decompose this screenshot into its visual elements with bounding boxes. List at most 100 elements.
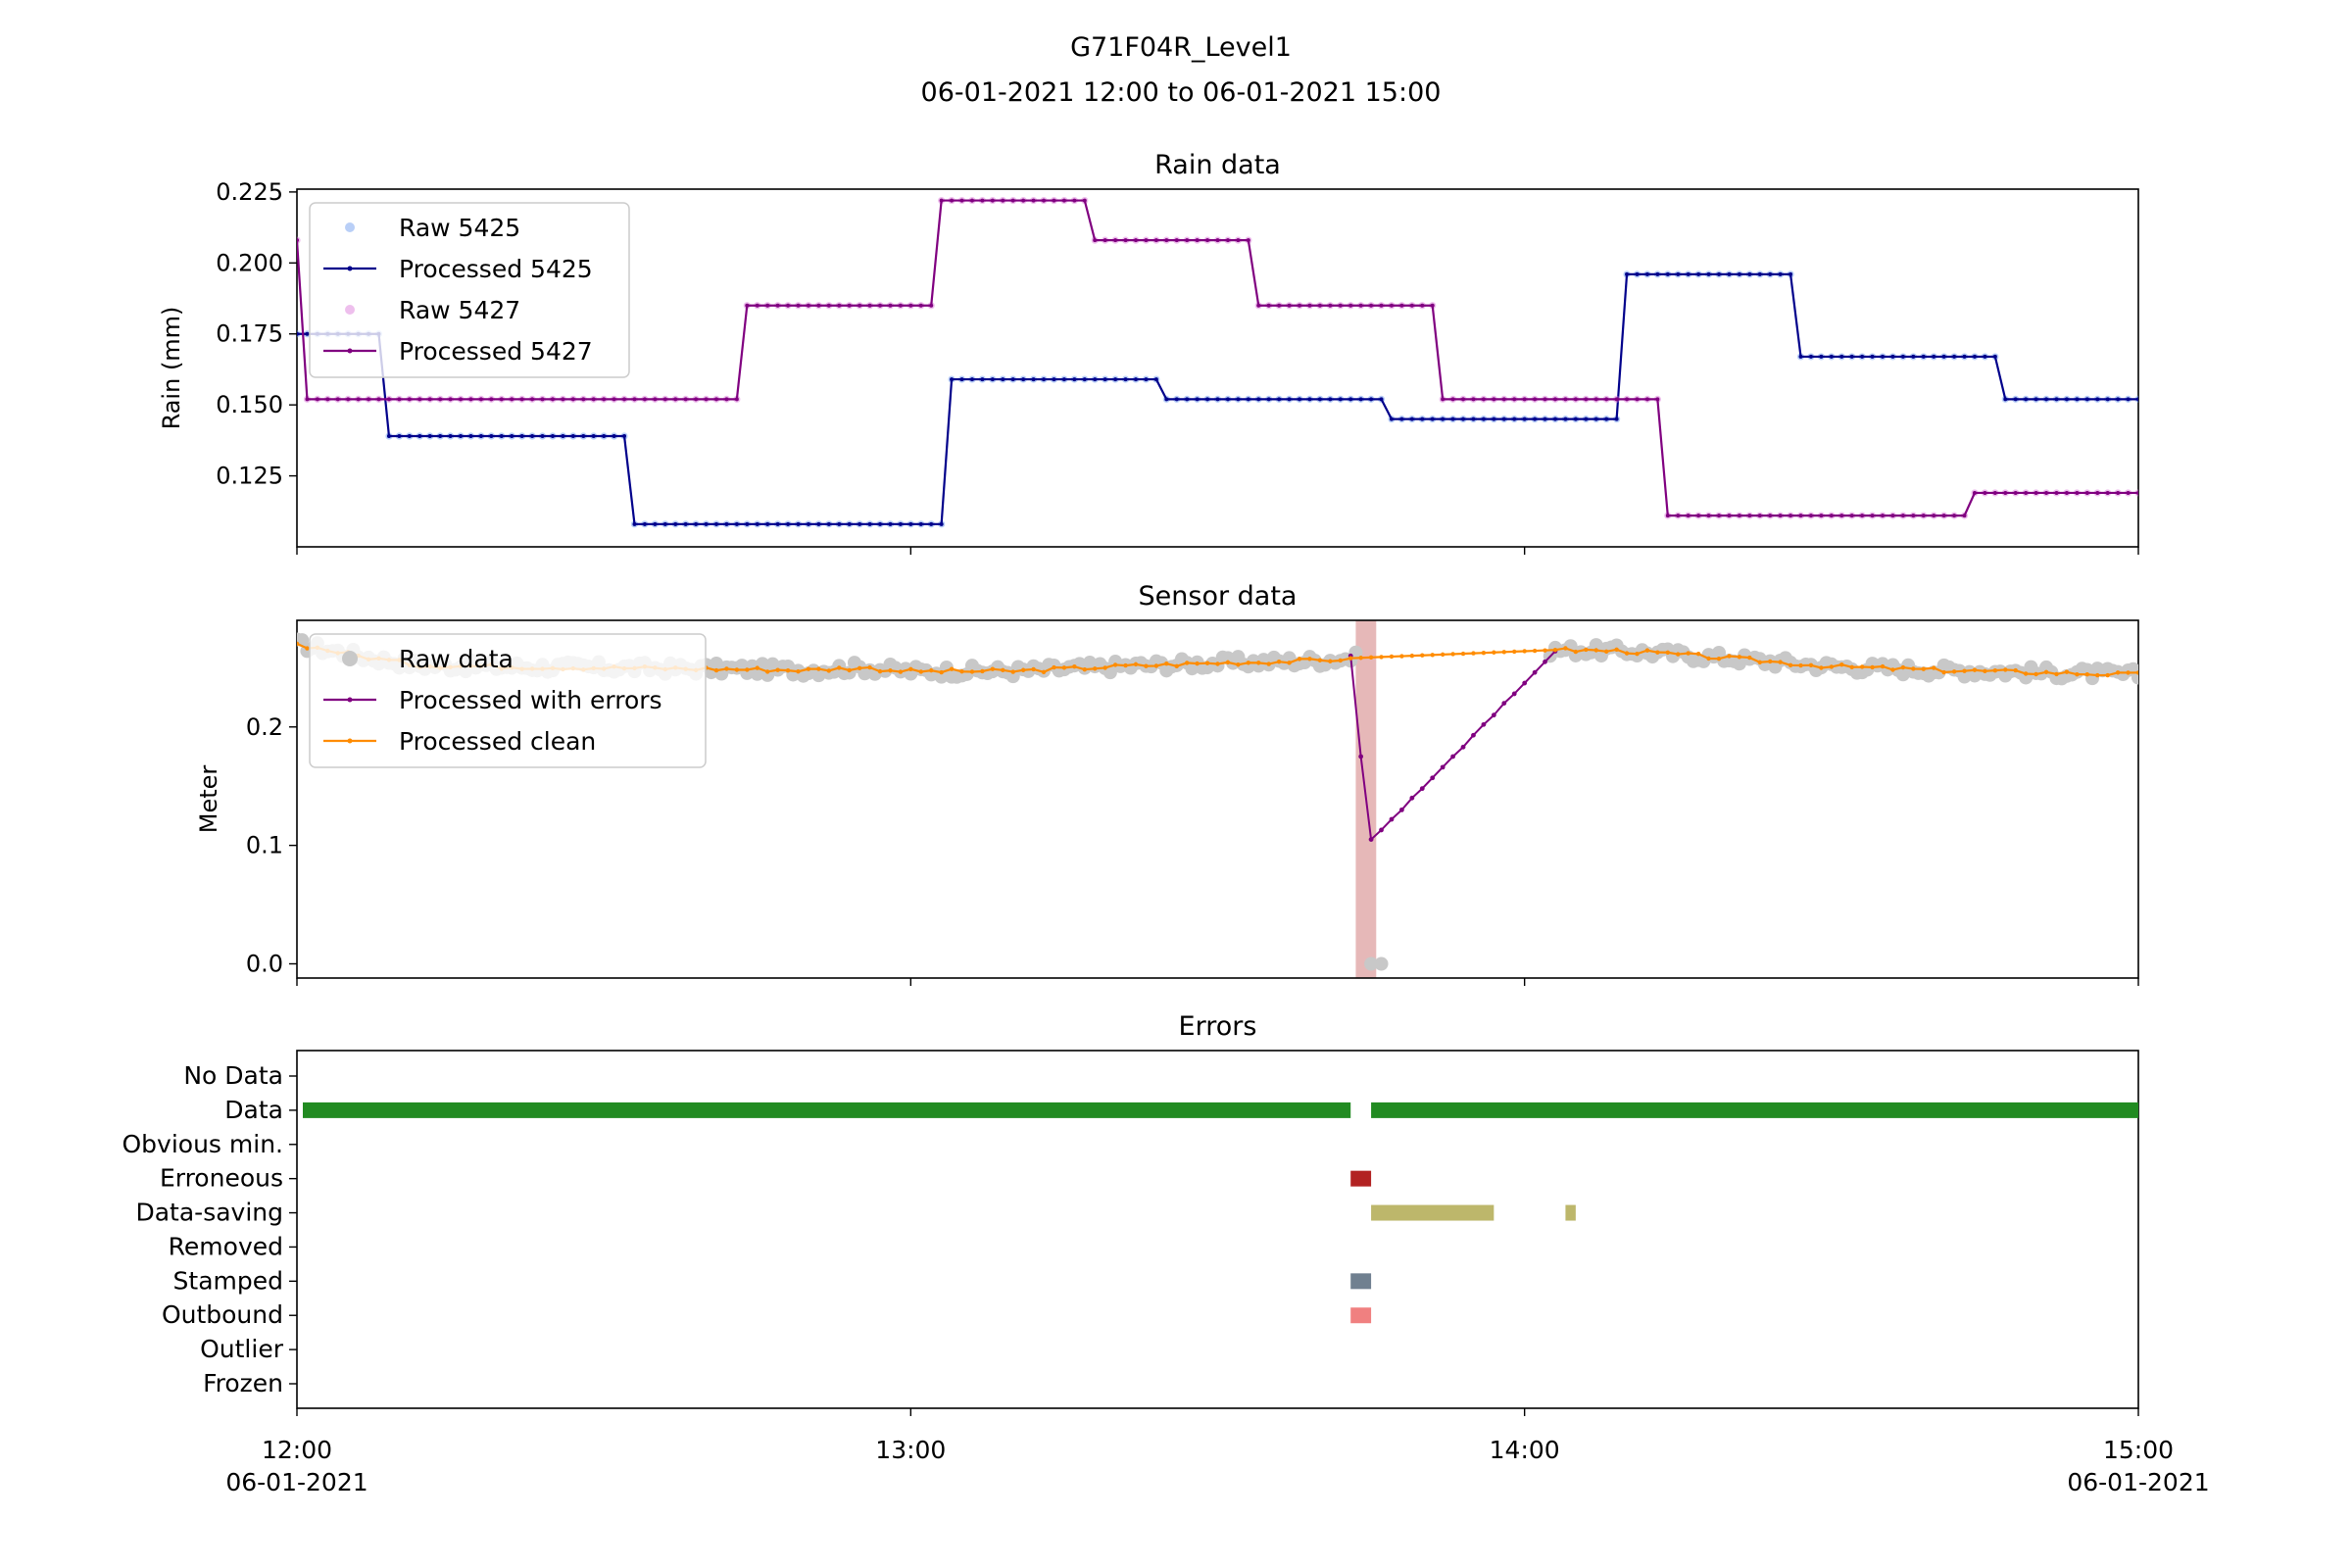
clean-point <box>297 641 300 647</box>
processed-point <box>2013 397 2018 402</box>
clean-point <box>1204 661 1210 665</box>
processed-point <box>1246 238 1250 243</box>
processed-point <box>1471 416 1476 421</box>
raw-point <box>2132 670 2138 685</box>
processed-point <box>376 397 381 402</box>
clean-point <box>1788 662 1793 668</box>
clean-point <box>898 669 904 674</box>
processed-point <box>1788 271 1793 276</box>
clean-point <box>1348 656 1353 661</box>
clean-point <box>1001 667 1005 673</box>
clean-point <box>796 669 801 674</box>
processed-point <box>602 434 607 439</box>
processed-point <box>2084 490 2089 495</box>
clean-point <box>1492 650 1496 655</box>
clean-point <box>1624 651 1630 656</box>
processed-point <box>694 397 699 402</box>
clean-point <box>990 666 996 671</box>
clean-point <box>1921 666 1926 671</box>
clean-point <box>1880 663 1886 669</box>
processed-point <box>438 397 443 402</box>
processed-point <box>1338 303 1343 308</box>
clean-point <box>1471 651 1476 656</box>
panel-title: Rain data <box>1154 150 1281 180</box>
legend: Raw 5425 Processed 5425 Raw 5427 Processed … <box>309 202 630 378</box>
clean-point <box>806 666 811 671</box>
processed-point <box>612 434 616 439</box>
processed-point <box>704 397 709 402</box>
clean-point <box>2023 671 2029 676</box>
processed-point <box>704 521 709 526</box>
processed-point <box>1829 354 1834 359</box>
clean-point <box>1941 669 1946 675</box>
clean-point <box>2043 669 2049 675</box>
processed-point <box>1174 397 1179 402</box>
processed-point <box>459 397 464 402</box>
processed-point <box>1133 238 1138 243</box>
legend-marker <box>345 222 355 232</box>
errors-point <box>1450 754 1455 760</box>
clean-point <box>1041 669 1047 674</box>
errors-point <box>1358 754 1364 760</box>
y-tick-label: 0.2 <box>246 713 283 741</box>
processed-point <box>1593 397 1598 402</box>
errors-point <box>1543 659 1547 664</box>
processed-point <box>1420 416 1425 421</box>
processed-point <box>898 521 903 526</box>
error-bar-data <box>303 1102 1351 1118</box>
processed-point <box>918 303 923 308</box>
clean-point <box>867 664 872 670</box>
legend: Raw data Processed with errors Processed c… <box>309 633 707 768</box>
processed-point <box>775 521 780 526</box>
processed-point <box>1881 514 1886 518</box>
processed-point <box>1399 416 1404 421</box>
clean-point <box>2084 671 2090 677</box>
y-tick-label: 0.225 <box>216 178 283 206</box>
clean-point <box>1706 656 1711 662</box>
processed-point <box>1665 514 1670 518</box>
clean-point <box>1635 651 1640 657</box>
processed-point <box>1512 416 1517 421</box>
clean-point <box>2135 670 2138 675</box>
errors-point <box>1419 786 1425 792</box>
processed-point <box>1061 377 1066 382</box>
clean-point <box>305 646 310 651</box>
clean-point <box>1757 660 1762 664</box>
processed-point <box>1379 303 1384 308</box>
clean-point <box>857 665 862 671</box>
clean-point <box>1552 648 1558 653</box>
processed-point <box>1644 397 1649 402</box>
processed-point <box>1133 377 1138 382</box>
processed-point <box>1860 514 1865 518</box>
processed-point <box>1655 397 1660 402</box>
legend-marker <box>347 738 353 744</box>
processed-point <box>1911 354 1916 359</box>
processed-point <box>2105 490 2110 495</box>
clean-point <box>1287 661 1292 665</box>
errors-point <box>1440 764 1446 770</box>
y-tick-label: 0.0 <box>246 950 283 977</box>
processed-point <box>315 397 319 402</box>
clean-point <box>1563 646 1568 651</box>
processed-point <box>826 303 831 308</box>
processed-point <box>489 434 494 439</box>
processed-point <box>1164 397 1169 402</box>
processed-point <box>2084 397 2089 402</box>
processed-point <box>867 303 872 308</box>
clean-point <box>1512 649 1517 655</box>
legend-label: Processed clean <box>399 727 596 756</box>
clean-point <box>1808 662 1814 668</box>
legend-marker <box>347 266 353 271</box>
clean-point <box>816 666 821 671</box>
processed-point <box>2044 490 2049 495</box>
processed-point <box>755 303 760 308</box>
clean-point <box>1276 660 1282 664</box>
processed-point <box>305 397 310 402</box>
clean-point <box>1983 668 1987 674</box>
processed-point <box>959 198 964 203</box>
processed-point <box>1860 354 1865 359</box>
clean-point <box>1358 656 1363 661</box>
clean-point <box>775 667 780 672</box>
processed-point <box>550 397 555 402</box>
processed-point <box>1717 514 1722 518</box>
